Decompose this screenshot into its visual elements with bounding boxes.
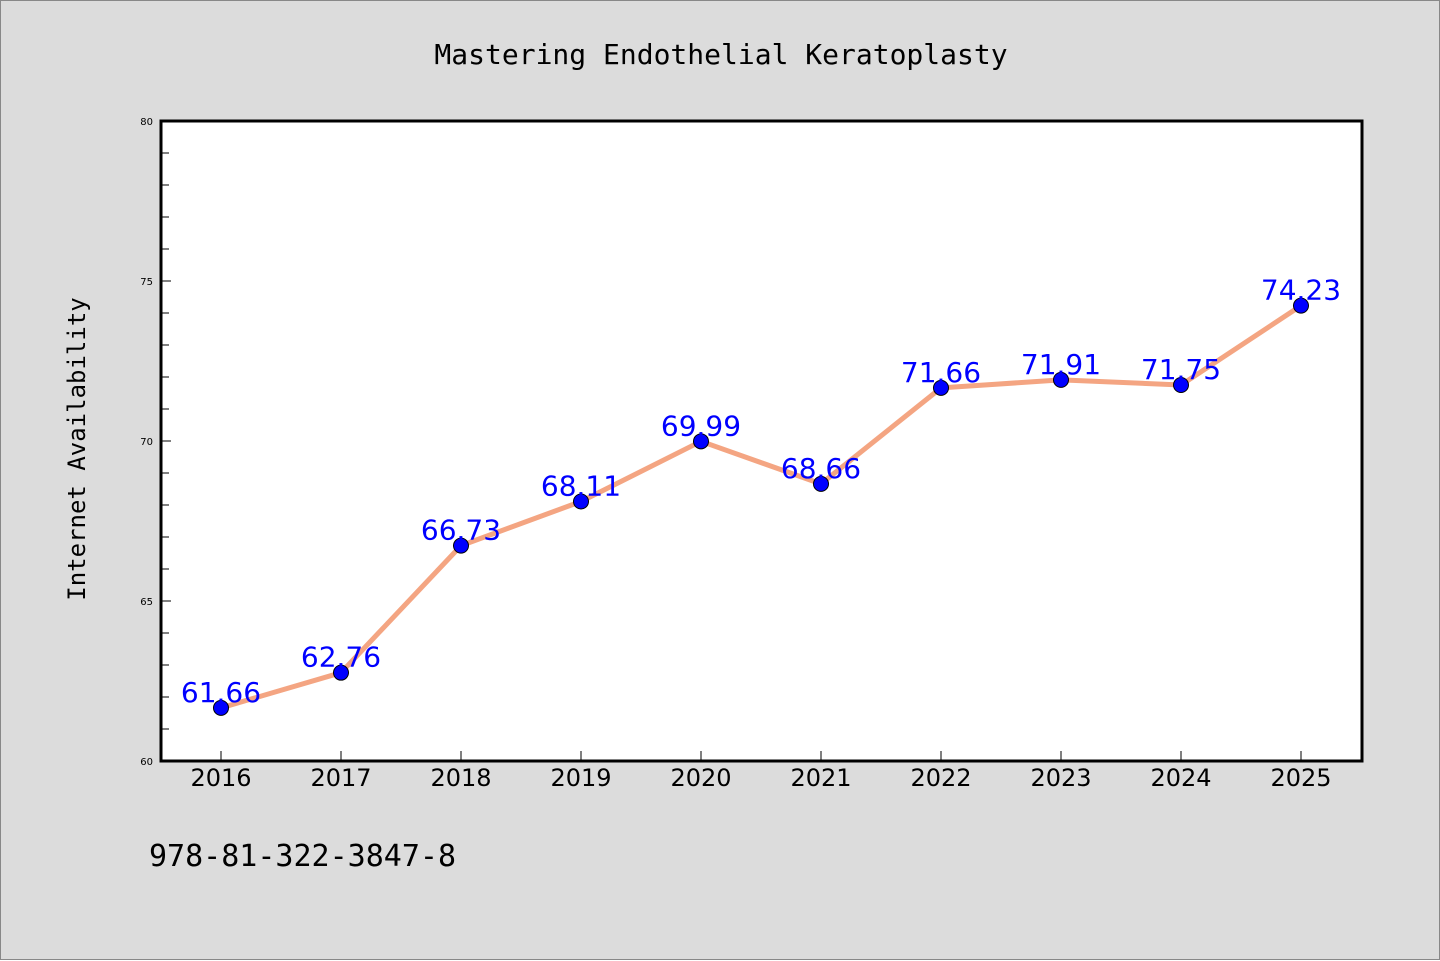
- data-point: [933, 379, 949, 396]
- x-axis: 2016 2017 2018 2019 2020 2021 2022 2023 2024 2025: [190, 751, 1332, 792]
- data-label: 74.23: [1261, 274, 1341, 307]
- data-label: 71.66: [901, 356, 981, 389]
- y-tick-label: 60: [140, 757, 153, 768]
- y-tick-label: 75: [140, 277, 153, 288]
- data-label: 71.75: [1141, 353, 1221, 386]
- x-tick-label: 2018: [430, 764, 491, 792]
- data-label: 69.99: [661, 409, 741, 442]
- series-layer: [213, 297, 1309, 716]
- y-tick-label: 70: [140, 437, 153, 448]
- data-point: [1173, 377, 1189, 393]
- x-tick-label: 2020: [670, 764, 731, 792]
- isbn-text: 978-81-322-3847-8: [149, 839, 456, 874]
- x-tick-label: 2017: [310, 764, 371, 792]
- data-point: [813, 475, 829, 492]
- y-axis-label: Internet Availability: [63, 297, 91, 600]
- y-tick-label: 80: [140, 117, 153, 128]
- y-axis: 60 65 70 75 80: [140, 117, 171, 768]
- data-point: [693, 433, 709, 450]
- data-label: 68.11: [541, 469, 621, 502]
- data-label: 62.76: [301, 641, 381, 674]
- series-line: [218, 303, 1304, 711]
- x-tick-label: 2025: [1270, 764, 1331, 792]
- x-tick-label: 2023: [1030, 764, 1091, 792]
- data-point: [453, 537, 469, 554]
- x-tick-label: 2021: [790, 764, 851, 792]
- x-tick-label: 2019: [550, 764, 611, 792]
- data-point: [333, 664, 349, 681]
- data-label: 71.91: [1021, 348, 1101, 381]
- data-label: 66.73: [421, 514, 501, 547]
- data-point: [573, 493, 589, 510]
- chart-title: Mastering Endothelial Keratoplasty: [434, 38, 1007, 71]
- data-label: 68.66: [781, 452, 861, 485]
- y-tick-label: 65: [140, 597, 153, 608]
- data-label: 61.66: [181, 676, 261, 709]
- x-tick-label: 2022: [910, 764, 971, 792]
- data-point: [1293, 297, 1309, 314]
- data-point: [1053, 371, 1069, 388]
- x-tick-label: 2016: [190, 764, 251, 792]
- data-point: [213, 699, 229, 716]
- data-labels: 61.66 62.76 66.73 68.11 69.99 68.66 71.66 71.91…: [181, 274, 1341, 709]
- x-tick-label: 2024: [1150, 764, 1211, 792]
